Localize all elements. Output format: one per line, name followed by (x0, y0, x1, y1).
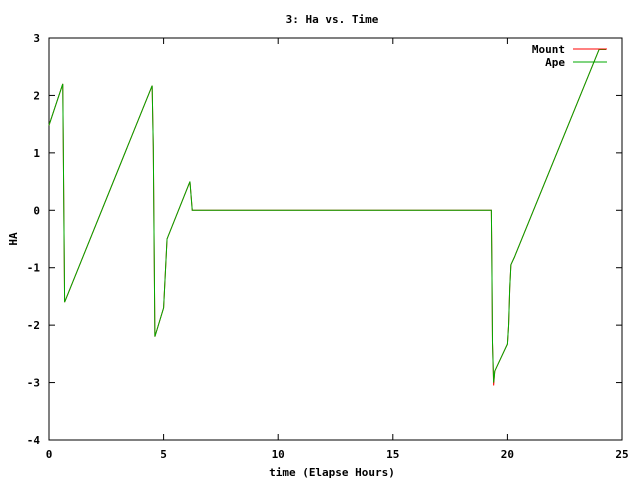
y-tick-label: -3 (27, 377, 40, 390)
x-tick-label: 25 (615, 448, 628, 461)
y-tick-label: -1 (27, 262, 41, 275)
x-tick-label: 0 (46, 448, 53, 461)
x-tick-label: 20 (501, 448, 514, 461)
x-tick-label: 10 (272, 448, 285, 461)
y-tick-label: 0 (33, 204, 40, 217)
series-line-ape (48, 48, 606, 383)
x-axis-label: time (Elapse Hours) (269, 466, 395, 479)
y-tick-label: 1 (33, 147, 40, 160)
plot-frame (48, 37, 623, 441)
series-layer (48, 48, 606, 386)
x-tick-label: 5 (160, 448, 167, 461)
y-axis-label: HA (7, 232, 20, 246)
legend-label-ape: Ape (545, 56, 565, 69)
y-tick-label: 2 (33, 89, 40, 102)
chart-title: 3: Ha vs. Time (286, 13, 379, 26)
y-tick-label: 3 (33, 32, 40, 45)
y-tick-label: -2 (27, 319, 40, 332)
ticks: 0 5 10 15 20 25 -4 -3 -2 -1 0 1 2 3 (27, 32, 629, 461)
y-tick-label: -4 (27, 434, 41, 447)
series-line-mount (48, 48, 606, 386)
legend-label-mount: Mount (532, 43, 565, 56)
x-tick-label: 15 (386, 448, 399, 461)
